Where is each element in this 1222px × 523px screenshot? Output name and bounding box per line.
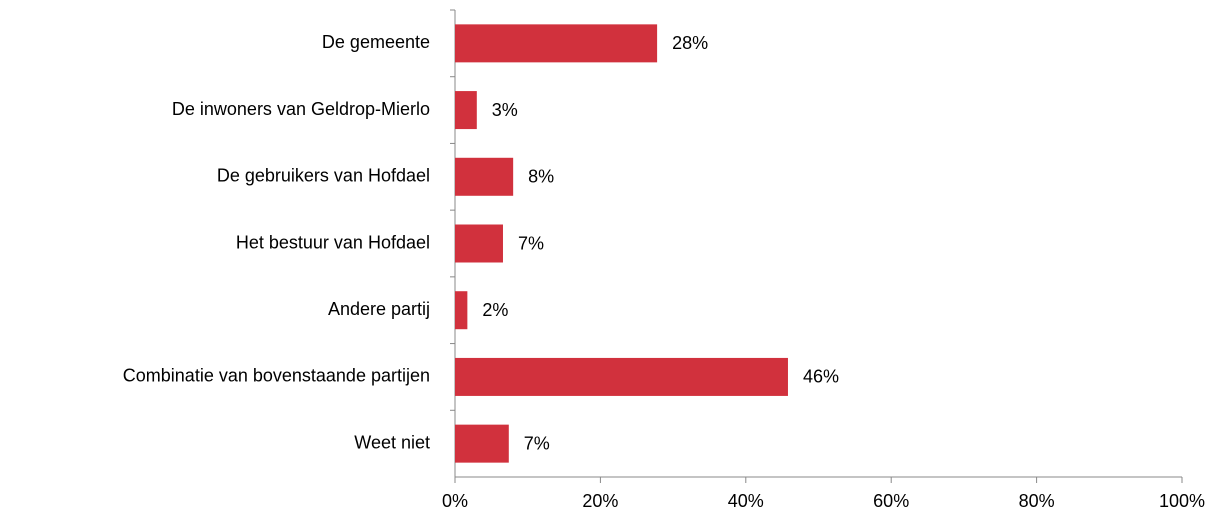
y-tick-label: Combinatie van bovenstaande partijen [123,366,430,386]
bar [455,424,509,463]
bar [455,291,468,330]
y-tick-label: De gemeente [322,32,430,52]
value-label: 28% [672,33,708,53]
x-tick-label: 0% [442,491,468,511]
y-tick-label: Weet niet [354,432,430,452]
bar [455,91,477,130]
y-tick-label: Andere partij [328,299,430,319]
value-label: 7% [518,233,544,253]
value-label: 3% [492,100,518,120]
x-tick-label: 40% [728,491,764,511]
y-tick-label: De inwoners van Geldrop-Mierlo [172,99,430,119]
x-tick-label: 100% [1159,491,1205,511]
value-label: 46% [803,367,839,387]
x-tick-label: 20% [582,491,618,511]
y-tick-label: Het bestuur van Hofdael [236,232,430,252]
y-tick-label: De gebruikers van Hofdael [217,166,430,186]
x-tick-label: 80% [1019,491,1055,511]
bar [455,157,514,196]
value-label: 7% [524,433,550,453]
value-label: 2% [482,300,508,320]
bar [455,224,503,263]
x-tick-label: 60% [873,491,909,511]
bar [455,357,788,396]
bar [455,24,658,63]
value-label: 8% [528,167,554,187]
